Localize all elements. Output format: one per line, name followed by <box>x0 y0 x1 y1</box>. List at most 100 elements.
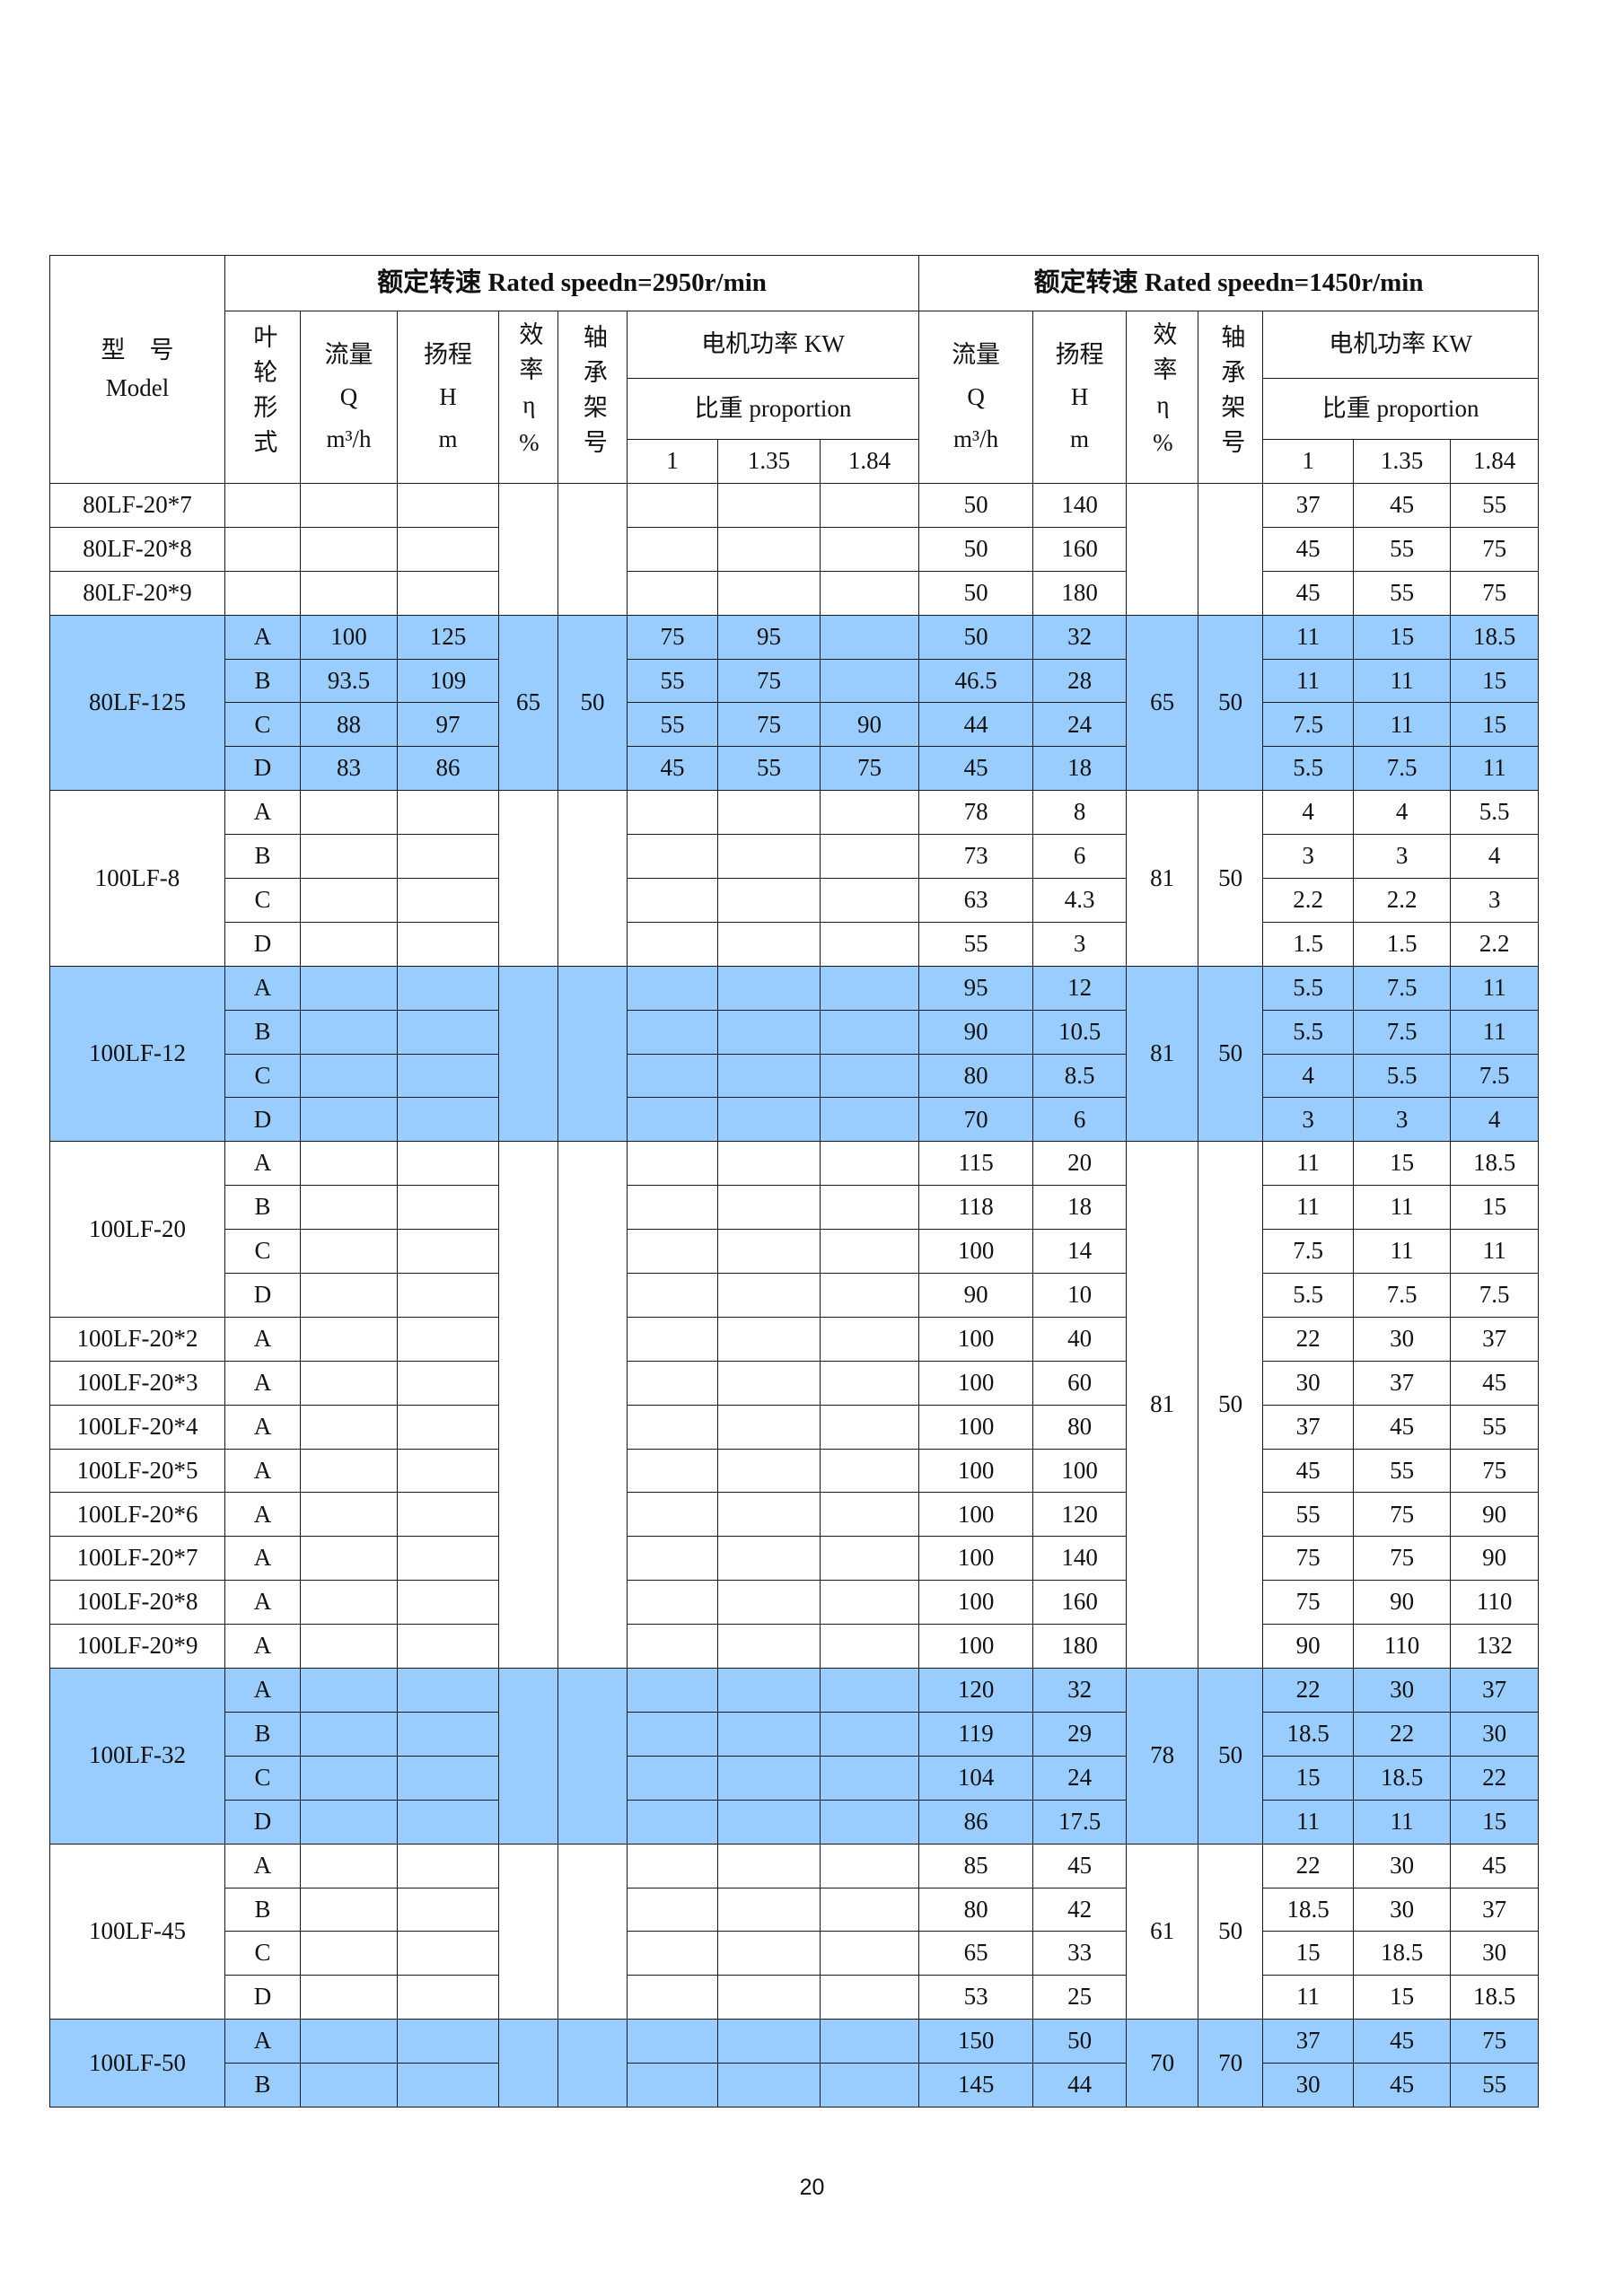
flow-2950-cell <box>300 1711 398 1757</box>
flow-2950-cell: 93.5 <box>300 658 398 704</box>
power-2950-p184-cell <box>819 834 920 880</box>
flow-2950-cell <box>300 1492 398 1538</box>
flow-1450-cell: 145 <box>918 2063 1034 2108</box>
flow-2950-cell <box>300 1624 398 1669</box>
power-2950-p1-cell <box>627 1009 718 1055</box>
head-2950-cell <box>397 1404 499 1450</box>
head-2950-cell <box>397 878 499 923</box>
power-1450-p135-cell: 75 <box>1353 1536 1452 1582</box>
power-2950-p184-cell <box>819 921 920 967</box>
power-1450-p1-cell: 1.5 <box>1262 921 1355 967</box>
power-2950-p135-cell <box>717 1711 821 1757</box>
flow-2950-cell <box>300 965 398 1011</box>
flow-2950-cell <box>300 1448 398 1494</box>
table-row: 80LF-125 A 100 125 65 50 75 95 50 32 65 50 11 15 18.5 <box>49 614 1540 792</box>
power-1450-p135-cell: 30 <box>1353 1316 1452 1362</box>
model-header-cn: 型 号 <box>101 336 174 364</box>
power-2950-p1-cell <box>627 1755 718 1801</box>
head-unit: m <box>1070 425 1090 453</box>
power-1450-p1-cell: 45 <box>1262 570 1355 616</box>
head-2950-cell <box>397 1580 499 1626</box>
impeller-cell: C <box>224 1755 301 1801</box>
power-1450-p184-cell: 11 <box>1450 1009 1540 1055</box>
bearing-2950-cell <box>557 483 628 616</box>
power-1450-p135-cell: 45 <box>1353 2019 1452 2064</box>
speed-2950-header: 额定转速 Rated speedn=2950r/min <box>224 255 920 311</box>
power-2950-p1-cell <box>627 1229 718 1275</box>
power-2950-p184-cell <box>819 1975 920 2020</box>
power-1450-p184-cell: 55 <box>1450 1404 1540 1450</box>
flow-symbol: Q <box>339 382 358 410</box>
power-1450-p184-cell: 75 <box>1450 570 1540 616</box>
power-2950-p135-cell <box>717 570 821 616</box>
table-row: C 100 14 7.5 11 11 <box>50 1229 1540 1275</box>
power-2950-p135-cell <box>717 2019 821 2064</box>
power-2950-p1-cell: 45 <box>627 746 718 792</box>
power-2950-p135-cell <box>717 1404 821 1450</box>
head-1450-cell: 3 <box>1032 921 1128 967</box>
power-2950-p1-cell <box>627 1360 718 1406</box>
power-1450-p135-cell: 11 <box>1353 1229 1452 1275</box>
head-2950-cell <box>397 1843 499 1889</box>
power-2950-p184-cell <box>819 1185 920 1231</box>
bearing-2950-cell <box>557 965 628 1143</box>
bearing-text: 轴承架号 <box>579 324 607 465</box>
power-2950-p135-cell <box>717 1624 821 1669</box>
power-2950-p1-cell <box>627 834 718 880</box>
impeller-cell <box>224 483 301 528</box>
flow-1450-cell: 73 <box>918 834 1034 880</box>
power-2950-p135-cell <box>717 834 821 880</box>
power-2950-p1-cell <box>627 1536 718 1582</box>
head-2950-cell <box>397 921 499 967</box>
power-2950-p135-cell <box>717 1316 821 1362</box>
table-row: B 90 10.5 5.5 7.5 11 <box>50 1009 1540 1055</box>
impeller-cell: C <box>224 1053 301 1099</box>
flow-2950-cell <box>300 1404 398 1450</box>
power-2950-p1-cell <box>627 1668 718 1713</box>
power-1450-p184-cell: 2.2 <box>1450 921 1540 967</box>
power-2950-p184-cell <box>819 1009 920 1055</box>
impeller-cell: C <box>224 878 301 923</box>
head-2950-cell <box>397 965 499 1011</box>
power-2950-p1-cell <box>627 483 718 528</box>
power-2950-p184-cell <box>819 1448 920 1494</box>
power-2950-p1-cell <box>627 1404 718 1450</box>
flow-2950-cell <box>300 1799 398 1845</box>
power-1450-p135-cell: 7.5 <box>1353 746 1452 792</box>
impeller-cell: A <box>224 1360 301 1406</box>
impeller-cell: A <box>224 1580 301 1626</box>
power-2950-p184-cell <box>819 1273 920 1318</box>
flow-1450-cell: 100 <box>918 1404 1034 1450</box>
impeller-cell: C <box>224 1229 301 1275</box>
page-number: 20 <box>799 2175 825 2200</box>
flow-1450-cell: 115 <box>918 1141 1034 1187</box>
motor-power-header-2950: 电机功率 KW <box>626 311 920 379</box>
power-2950-p184-cell <box>819 614 920 660</box>
flow-2950-cell <box>300 1229 398 1275</box>
efficiency-2950-cell <box>498 1843 558 2020</box>
power-1450-p135-cell: 3 <box>1353 834 1452 880</box>
table-row: C 63 4.3 2.2 2.2 3 <box>50 878 1540 923</box>
power-1450-p1-cell: 4 <box>1262 1053 1355 1099</box>
power-2950-p184-cell: 90 <box>819 702 920 748</box>
flow-2950-cell <box>300 1273 398 1318</box>
proportion-1.35-header: 1.35 <box>717 439 821 484</box>
power-2950-p184-cell <box>819 1229 920 1275</box>
head-1450-cell: 140 <box>1032 1536 1128 1582</box>
efficiency-header-1450: 效率η% <box>1126 311 1199 484</box>
head-1450-cell: 140 <box>1032 483 1128 528</box>
bearing-header-1450: 轴承架号 <box>1198 311 1264 484</box>
head-2950-cell <box>397 1141 499 1187</box>
efficiency-header-2950: 效率η% <box>498 311 558 484</box>
bearing-2950-cell <box>557 1668 628 1845</box>
pump-performance-table: 型 号 Model 额定转速 Rated speedn=2950r/min 额定… <box>49 255 1540 2108</box>
power-2950-p135-cell <box>717 1229 821 1275</box>
power-2950-p1-cell <box>627 878 718 923</box>
head-2950-cell <box>397 1887 499 1932</box>
table-row: D 53 25 11 15 18.5 <box>50 1975 1540 2020</box>
power-1450-p184-cell: 30 <box>1450 1711 1540 1757</box>
flow-1450-cell: 100 <box>918 1448 1034 1494</box>
power-1450-p1-cell: 15 <box>1262 1931 1355 1976</box>
head-2950-cell <box>397 1799 499 1845</box>
proportion-1.35-header: 1.35 <box>1353 439 1452 484</box>
